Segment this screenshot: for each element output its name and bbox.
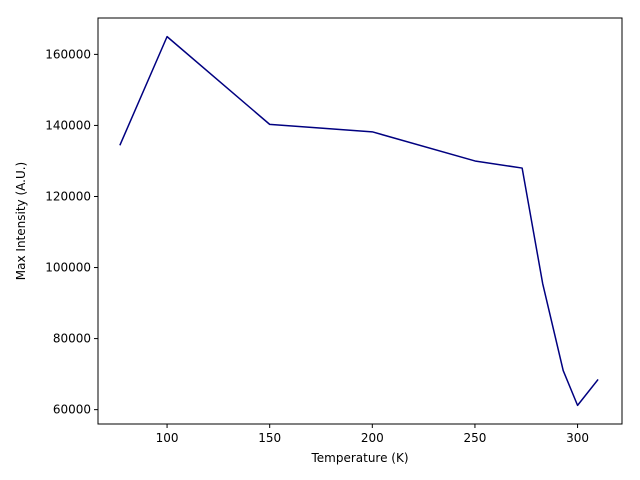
y-tick-label: 160000: [45, 47, 91, 61]
x-axis: 100 150 200 250 300: [156, 424, 589, 445]
x-tick-label: 250: [463, 431, 486, 445]
series-line: [119, 35, 599, 407]
x-tick-label: 150: [258, 431, 281, 445]
x-axis-label: Temperature (K): [310, 451, 408, 465]
x-tick-label: 200: [361, 431, 384, 445]
series-layer: [119, 35, 599, 407]
y-tick-label: 120000: [45, 189, 91, 203]
y-axis-label: Max Intensity (A.U.): [14, 162, 28, 280]
y-tick-label: 140000: [45, 118, 91, 132]
x-tick-label: 300: [566, 431, 589, 445]
x-tick-label: 100: [156, 431, 179, 445]
plot-frame: [97, 17, 623, 425]
y-axis: 60000 80000 100000 120000 140000 160000: [45, 47, 98, 417]
plot-background: [98, 18, 622, 424]
y-tick-label: 60000: [53, 403, 91, 417]
y-tick-label: 80000: [53, 332, 91, 346]
y-tick-label: 100000: [45, 261, 91, 275]
